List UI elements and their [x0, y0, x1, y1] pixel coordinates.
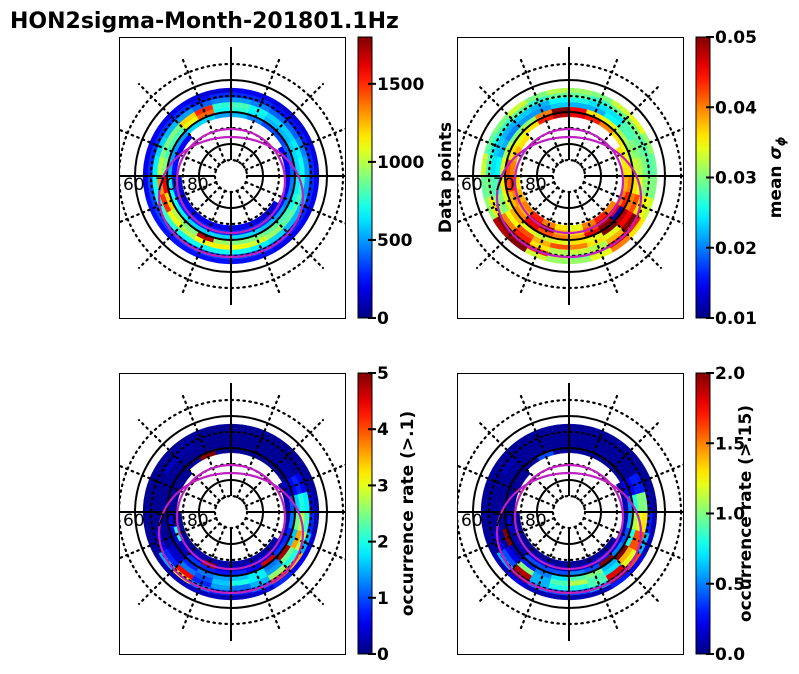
colorbar-tick-label: 1000 [377, 153, 424, 173]
colorbar-tick-label: 500 [377, 231, 413, 251]
heatmap-cell [603, 536, 617, 551]
lat-label: 80 [187, 175, 209, 195]
colorbar-label: occurrence rate (>.1) [398, 411, 418, 616]
radial-gridline [180, 189, 226, 298]
panel-mean-sigma-phi: 60 70 80 0.01 0.02 0.03 0.04 0.05 mean σϕ [457, 28, 788, 329]
colorbar-tick-label: 0.03 [715, 169, 757, 189]
colorbar-tick-label: 5 [377, 364, 389, 384]
radial-gridline [518, 390, 564, 499]
radial-gridline [241, 418, 325, 502]
polar-plot: 60 70 80 [119, 47, 345, 305]
colorbar-gradient [357, 372, 373, 655]
radial-gridline [180, 54, 226, 163]
polar-grid [119, 383, 345, 641]
panel-data-points: 60 70 80 0 500 1000 1500 Data points [119, 36, 456, 329]
radial-gridline [579, 186, 663, 270]
lat-label: 70 [155, 511, 177, 531]
colorbar: 0.0 0.5 1.0 1.5 2.0 occurrence rate (>.15) [695, 364, 756, 665]
colorbar-tick-label: 3 [377, 476, 389, 496]
colorbar-tick-label: 1500 [377, 75, 424, 95]
polar-plot: 60 70 80 [119, 383, 345, 641]
lat-label: 70 [155, 175, 177, 195]
panel-occurrence-rate-0.1: 60 70 80 0 1 2 3 4 5 occurrence rate (>.1) [119, 364, 418, 665]
lat-label: 60 [461, 511, 483, 531]
lat-label: 70 [493, 511, 515, 531]
radial-gridline [119, 464, 218, 507]
radial-gridline [518, 54, 564, 163]
inner-reference-oval [513, 463, 625, 571]
colorbar-tick-label: 0.01 [715, 309, 757, 329]
colorbar-tick-label: 0.05 [715, 28, 757, 48]
heatmap-cell [265, 200, 279, 215]
colorbar-tick-label: 0.04 [715, 98, 757, 118]
colorbar-tick-label: 4 [377, 420, 389, 440]
colorbar-tick-label: 0.5 [715, 575, 745, 595]
polar-grid [119, 47, 345, 305]
heatmap-cell [265, 536, 279, 551]
inner-reference-oval [175, 463, 287, 571]
colorbar-tick-label: 0 [377, 309, 389, 329]
polar-plot: 60 70 80 [457, 383, 683, 641]
colorbar-label: mean σϕ [766, 136, 788, 218]
radial-gridline [180, 525, 226, 634]
lat-label: 70 [493, 175, 515, 195]
lat-label: 60 [123, 511, 145, 531]
radial-gridline [244, 463, 345, 507]
outer-reference-oval [157, 471, 305, 595]
outer-reference-oval [495, 135, 643, 259]
colorbar: 0 500 1000 1500 Data points [357, 36, 456, 329]
colorbar-tick-label: 1 [377, 589, 389, 609]
outer-reference-oval [495, 471, 643, 595]
outer-reference-oval [157, 135, 305, 259]
colorbar-tick-label: 2 [377, 533, 389, 553]
radial-gridline [457, 464, 556, 507]
panel-occurrence-rate-0.15: 60 70 80 0.0 0.5 1.0 1.5 2.0 occurrence rate (>.… [457, 364, 756, 665]
lat-label: 80 [187, 511, 209, 531]
radial-gridline [241, 186, 325, 270]
colorbar-gradient [357, 36, 373, 319]
colorbar: 0.01 0.02 0.03 0.04 0.05 mean σϕ [695, 28, 788, 329]
colorbar-tick-label: 0.0 [715, 645, 745, 665]
radial-gridline [582, 463, 683, 507]
radial-gridline [579, 522, 663, 606]
radial-gridline [582, 127, 683, 171]
lat-label: 60 [461, 175, 483, 195]
colorbar-tick-label: 1.5 [715, 434, 745, 454]
colorbar-label: occurrence rate (>.15) [736, 405, 756, 622]
radial-gridline [579, 82, 663, 166]
radial-gridline [457, 128, 556, 171]
inner-reference-oval [175, 127, 287, 235]
radial-gridline [180, 390, 226, 499]
radial-gridline [241, 82, 325, 166]
radial-gridline [241, 522, 325, 606]
lat-label: 60 [123, 175, 145, 195]
radial-gridline [244, 127, 345, 171]
axes-frame [457, 373, 684, 655]
figure-title: HON2sigma-Month-201801.1Hz [10, 9, 399, 34]
axes-frame [119, 37, 346, 319]
colorbar-tick-label: 0.02 [715, 239, 757, 259]
inner-reference-oval [513, 127, 625, 235]
lat-label: 80 [525, 175, 547, 195]
heatmap-cell [603, 200, 617, 215]
radial-gridline [579, 418, 663, 502]
radial-gridline [518, 525, 564, 634]
axes-frame [457, 37, 684, 319]
radial-gridline [119, 128, 218, 171]
colorbar-tick-label: 2.0 [715, 364, 745, 384]
axes-frame [119, 373, 346, 655]
colorbar-tick-label: 0 [377, 645, 389, 665]
lat-label: 80 [525, 511, 547, 531]
colorbar: 0 1 2 3 4 5 occurrence rate (>.1) [357, 364, 418, 665]
radial-gridline [518, 189, 564, 298]
colorbar-tick-label: 1.0 [715, 505, 745, 525]
polar-plot: 60 70 80 [457, 47, 683, 305]
colorbar-label: Data points [436, 122, 456, 233]
